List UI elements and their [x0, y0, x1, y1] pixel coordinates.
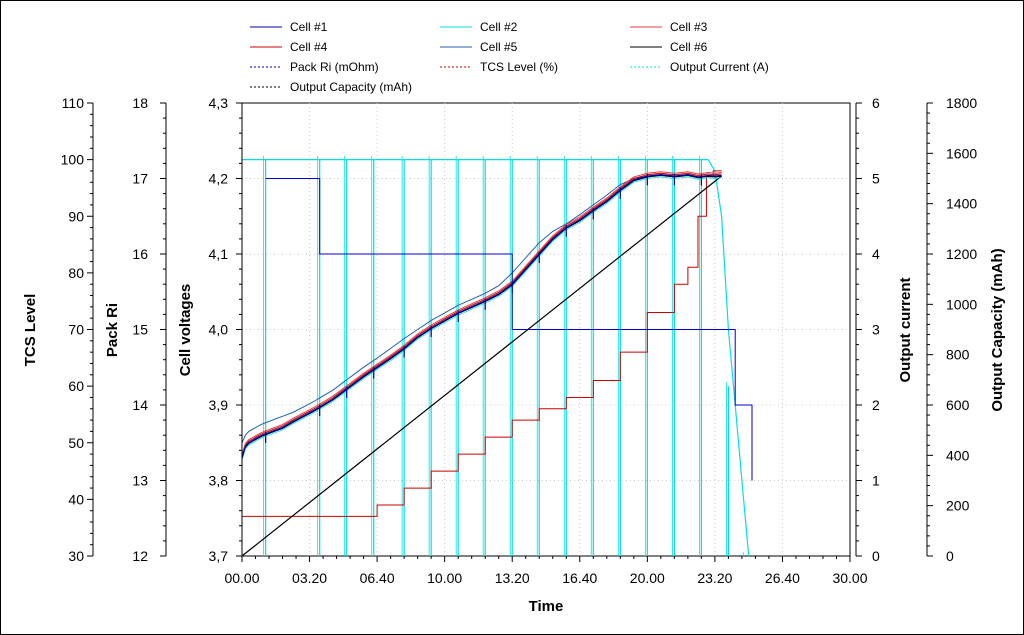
- ri-tick-label: 17: [132, 171, 148, 187]
- legend-label: Cell #6: [670, 40, 708, 54]
- tcs-tick-label: 80: [68, 265, 84, 281]
- tcs-level-line: [242, 170, 722, 517]
- x-tick-label: 16.40: [562, 570, 597, 586]
- x-tick-label: 06.40: [360, 570, 395, 586]
- capacity-tick-label: 1800: [946, 95, 977, 111]
- legend-label: TCS Level (%): [480, 60, 558, 74]
- current-tick-label: 0: [872, 548, 880, 564]
- ri-tick-label: 18: [132, 95, 148, 111]
- capacity-tick-label: 1600: [946, 145, 977, 161]
- x-tick-label: 20.00: [630, 570, 665, 586]
- ri-tick-label: 14: [132, 397, 148, 413]
- cell-3-line: [241, 171, 722, 455]
- axes-layer: 30405060708090100110121314151617183,73,8…: [61, 95, 978, 586]
- tcs-tick-label: 40: [68, 491, 84, 507]
- output-capacity-line: [241, 175, 722, 557]
- legend-label: Cell #4: [290, 40, 328, 54]
- capacity-tick-label: 0: [946, 548, 954, 564]
- tcs-tick-label: 30: [68, 548, 84, 564]
- x-axis-title: Time: [529, 598, 564, 615]
- capacity-tick-label: 1000: [946, 296, 977, 312]
- voltage-tick-label: 3,9: [209, 397, 229, 413]
- tcs-axis-title: TCS Level: [22, 294, 39, 367]
- legend-label: Pack Ri (mOhm): [290, 60, 379, 74]
- x-tick-label: 00.00: [224, 570, 259, 586]
- voltage-tick-label: 4,0: [209, 322, 229, 338]
- capacity-tick-label: 800: [946, 347, 970, 363]
- series-layer: [241, 155, 753, 557]
- ri-axis-title: Pack Ri: [104, 303, 121, 357]
- capacity-axis-title: Output Capacity (mAh): [989, 248, 1006, 411]
- legend-label: Cell #5: [480, 40, 518, 54]
- ri-tick-label: 15: [132, 322, 148, 338]
- capacity-tick-label: 600: [946, 397, 970, 413]
- capacity-tick-label: 400: [946, 447, 970, 463]
- capacity-tick-label: 1400: [946, 196, 977, 212]
- current-tick-label: 3: [872, 322, 880, 338]
- tcs-tick-label: 50: [68, 435, 84, 451]
- tcs-tick-label: 110: [62, 95, 85, 111]
- legend-label: Output Current (A): [670, 60, 769, 74]
- current-axis-title: Output current: [897, 278, 914, 383]
- legend: Cell #1 Cell #2 Cell #3 Cell #4 Cell #5 Cell …: [250, 20, 769, 94]
- x-tick-label: 30.00: [832, 570, 867, 586]
- x-tick-label: 03.20: [292, 570, 327, 586]
- x-tick-label: 26.40: [765, 570, 800, 586]
- voltage-axis-title: Cell voltages: [177, 284, 194, 377]
- legend-label: Output Capacity (mAh): [290, 80, 412, 94]
- current-tick-label: 5: [872, 171, 880, 187]
- tcs-tick-label: 60: [68, 378, 84, 394]
- voltage-tick-label: 4,1: [209, 246, 229, 262]
- voltage-tick-label: 4,3: [209, 95, 229, 111]
- ri-tick-label: 16: [132, 246, 148, 262]
- pack-ri-line: [265, 178, 753, 481]
- tcs-tick-label: 70: [68, 322, 84, 338]
- x-tick-label: 23.20: [697, 570, 732, 586]
- tcs-tick-label: 100: [61, 152, 85, 168]
- ri-tick-label: 12: [132, 548, 148, 564]
- legend-label: Cell #3: [670, 20, 708, 34]
- current-tick-label: 2: [872, 397, 880, 413]
- voltage-tick-label: 4,2: [209, 171, 229, 187]
- voltage-tick-label: 3,8: [209, 473, 229, 489]
- tcs-tick-label: 90: [68, 208, 84, 224]
- ri-tick-label: 13: [132, 473, 148, 489]
- output-current-line: [242, 159, 750, 557]
- legend-label: Cell #2: [480, 20, 518, 34]
- current-tick-label: 4: [872, 246, 880, 262]
- x-tick-label: 10.00: [427, 570, 462, 586]
- current-tick-label: 1: [872, 473, 880, 489]
- voltage-tick-label: 3,7: [209, 548, 229, 564]
- capacity-tick-label: 200: [946, 498, 970, 514]
- current-tick-label: 6: [872, 95, 880, 111]
- legend-label: Cell #1: [290, 20, 328, 34]
- capacity-tick-label: 1200: [946, 246, 977, 262]
- x-tick-label: 13.20: [495, 570, 530, 586]
